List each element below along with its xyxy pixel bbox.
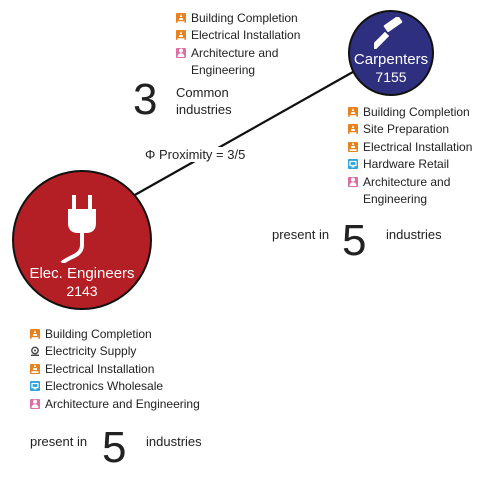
list-item: Hardware Retail: [348, 156, 498, 173]
elec-engineers-name: Elec. Engineers: [29, 265, 135, 282]
construction-icon: [176, 13, 186, 23]
list-item: Electrical Installation: [176, 27, 346, 44]
professional-services-icon: [348, 176, 358, 187]
list-item: Architecture and Engineering: [30, 396, 250, 413]
carpenters-industries-list: Building Completion Site Preparation Ele…: [348, 104, 498, 208]
carpenters-name: Carpenters: [353, 51, 429, 68]
construction-icon: [348, 107, 358, 117]
elec-engineers-present-suffix: industries: [146, 434, 202, 449]
carpenters-node: Carpenters 7155: [348, 10, 434, 96]
construction-icon: [30, 329, 40, 339]
common-count: 3: [133, 75, 158, 124]
list-item: Site Preparation: [348, 121, 498, 138]
elec-engineers-industries-list: Building Completion Electricity Supply E…: [30, 326, 250, 413]
plug-icon: [60, 195, 96, 263]
hammer-icon: [374, 17, 403, 49]
list-item: Electronics Wholesale: [30, 378, 250, 395]
construction-icon: [176, 30, 186, 41]
proximity-label: Φ Proximity = 3/5: [143, 147, 248, 162]
elec-engineers-present-prefix: present in: [30, 434, 88, 449]
list-item: Electricity Supply: [30, 343, 250, 360]
elec-engineers-node: Elec. Engineers 2143: [12, 170, 152, 310]
professional-services-icon: [30, 398, 40, 409]
carpenters-present-count: 5: [342, 216, 367, 265]
retail-icon: [30, 381, 40, 392]
common-label: Common industries: [176, 85, 232, 117]
construction-icon: [348, 124, 358, 135]
list-item: Building Completion: [176, 10, 346, 27]
carpenters-code: 7155: [375, 69, 407, 85]
elec-engineers-code: 2143: [66, 283, 98, 299]
list-item: Building Completion: [30, 326, 250, 343]
elec-engineers-present-count: 5: [102, 423, 127, 472]
construction-icon: [30, 363, 40, 374]
carpenters-present-suffix: industries: [386, 227, 442, 242]
utilities-icon: [30, 346, 40, 357]
list-item: Architecture and Engineering: [176, 45, 346, 80]
list-item: Electrical Installation: [348, 139, 498, 156]
carpenters-present-prefix: present in: [272, 227, 330, 242]
list-item: Electrical Installation: [30, 361, 250, 378]
list-item: Building Completion: [348, 104, 498, 121]
retail-icon: [348, 159, 358, 170]
construction-icon: [348, 141, 358, 152]
professional-services-icon: [176, 47, 186, 58]
list-item: Architecture and Engineering: [348, 174, 498, 209]
common-industries-list: Building Completion Electrical Installat…: [176, 10, 346, 80]
